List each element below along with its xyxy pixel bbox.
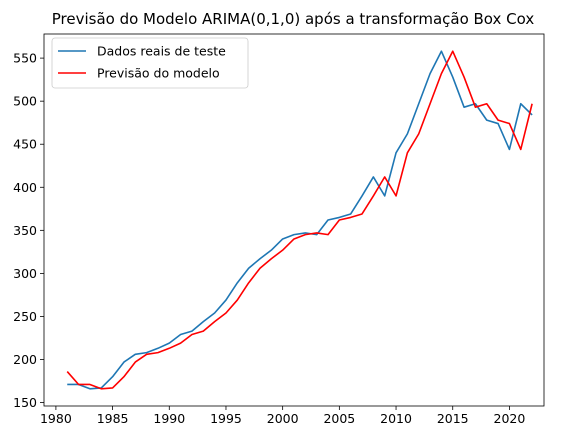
x-axis: 1980 1985 1990 1995 2000 2005 2010 2015 2020 bbox=[40, 406, 525, 426]
x-tick-label: 2005 bbox=[323, 411, 355, 426]
x-tick-label: 1980 bbox=[40, 411, 72, 426]
y-tick-label: 200 bbox=[13, 352, 37, 367]
y-tick-label: 500 bbox=[13, 94, 37, 109]
x-tick-label: 2000 bbox=[267, 411, 299, 426]
x-tick-label: 2010 bbox=[380, 411, 412, 426]
y-tick-label: 350 bbox=[13, 223, 37, 238]
y-tick-label: 300 bbox=[13, 266, 37, 281]
y-tick-label: 450 bbox=[13, 137, 37, 152]
legend-label-2: Previsão do modelo bbox=[97, 66, 220, 81]
legend: Dados reais de teste Previsão do modelo bbox=[52, 38, 248, 88]
legend-label-1: Dados reais de teste bbox=[97, 44, 226, 59]
x-tick-label: 1985 bbox=[97, 411, 129, 426]
x-tick-label: 1990 bbox=[153, 411, 185, 426]
y-tick-label: 250 bbox=[13, 309, 37, 324]
y-tick-label: 550 bbox=[13, 51, 37, 66]
y-tick-label: 150 bbox=[13, 395, 37, 410]
x-tick-label: 2020 bbox=[494, 411, 526, 426]
chart-title: Previsão do Modelo ARIMA(0,1,0) após a t… bbox=[52, 10, 535, 28]
x-tick-label: 2015 bbox=[437, 411, 469, 426]
x-tick-label: 1995 bbox=[210, 411, 242, 426]
y-tick-label: 400 bbox=[13, 180, 37, 195]
